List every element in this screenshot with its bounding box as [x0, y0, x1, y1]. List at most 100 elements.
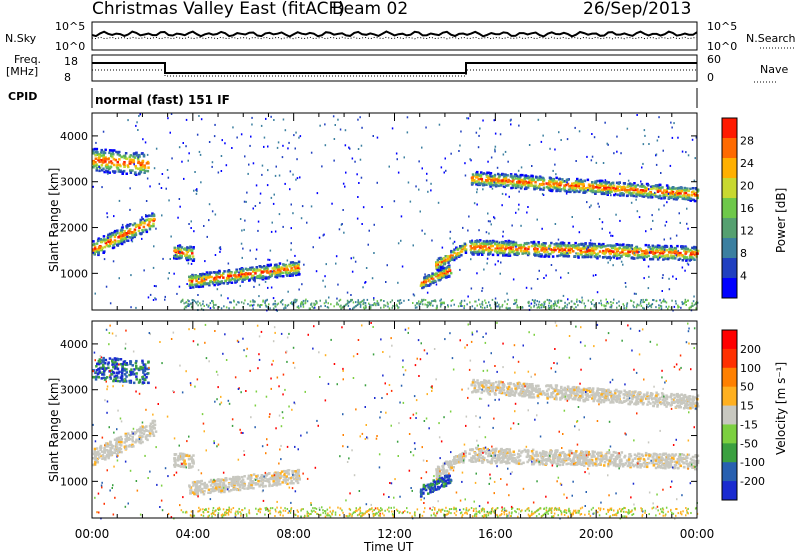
heatmap-cell: [424, 488, 428, 492]
heatmap-cell: [226, 486, 229, 489]
heatmap-cell: [190, 456, 193, 459]
heatmap-cell: [460, 246, 464, 249]
heatmap-cell: [187, 458, 191, 461]
heatmap-cell: [669, 164, 672, 167]
heatmap-cell: [195, 285, 198, 288]
heatmap-cell: [609, 188, 612, 191]
heatmap-cell: [435, 263, 438, 266]
heatmap-cell: [628, 182, 632, 185]
heatmap-cell: [582, 245, 585, 249]
heatmap-cell: [203, 225, 205, 227]
heatmap-cell: [610, 301, 612, 303]
heatmap-cell: [95, 250, 99, 253]
heatmap-cell: [204, 273, 207, 276]
heatmap-cell: [455, 257, 458, 260]
heatmap-cell: [333, 159, 335, 162]
heatmap-cell: [543, 301, 545, 304]
heatmap-cell: [322, 279, 324, 282]
heatmap-cell: [481, 300, 484, 303]
heatmap-cell: [313, 304, 315, 307]
heatmap-cell: [669, 193, 672, 197]
heatmap-cell: [514, 186, 518, 190]
heatmap-cell: [579, 182, 582, 186]
heatmap-cell: [425, 276, 429, 280]
heatmap-cell: [441, 258, 445, 262]
heatmap-cell: [322, 234, 324, 237]
heatmap-cell: [419, 302, 422, 305]
heatmap-cell: [403, 156, 405, 159]
heatmap-cell: [537, 250, 541, 254]
heatmap-cell: [436, 258, 440, 262]
heatmap-cell: [238, 485, 242, 489]
heatmap-cell: [289, 261, 293, 264]
heatmap-cell: [484, 306, 486, 309]
heatmap-cell: [659, 305, 662, 308]
heatmap-cell: [113, 239, 117, 242]
heatmap-cell: [647, 287, 650, 290]
heatmap-cell: [220, 155, 223, 157]
heatmap-cell: [203, 305, 205, 307]
heatmap-cell: [333, 138, 336, 140]
heatmap-cell: [240, 275, 242, 278]
heatmap-cell: [109, 440, 112, 444]
heatmap-cell: [181, 455, 184, 458]
heatmap-cell: [199, 153, 202, 156]
heatmap-cell: [291, 261, 295, 264]
heatmap-cell: [510, 118, 512, 121]
heatmap-cell: [211, 487, 215, 490]
heatmap-cell: [511, 250, 514, 254]
heatmap-cell: [119, 447, 123, 451]
heatmap-cell: [291, 301, 293, 304]
heatmap-cell: [655, 187, 658, 191]
heatmap-cell: [266, 298, 268, 301]
heatmap-cell: [427, 492, 430, 495]
heatmap-cell: [494, 145, 497, 148]
heatmap-cell: [240, 242, 243, 245]
heatmap-cell: [262, 265, 266, 268]
heatmap-cell: [290, 248, 292, 251]
heatmap-cell: [177, 455, 180, 458]
heatmap-cell: [202, 300, 204, 303]
heatmap-cell: [220, 170, 223, 172]
heatmap-cell: [684, 269, 686, 272]
heatmap-cell: [356, 173, 358, 176]
heatmap-cell: [487, 160, 489, 163]
heatmap-cell: [686, 222, 688, 225]
heatmap-cell: [660, 301, 663, 304]
heatmap-cell: [230, 281, 234, 284]
heatmap-cell: [274, 300, 276, 303]
heatmap-cell: [546, 298, 549, 301]
heatmap-cell: [643, 186, 647, 189]
heatmap-cell: [101, 160, 105, 163]
heatmap-cell: [95, 447, 99, 450]
heatmap-cell: [353, 306, 356, 309]
heatmap-cell: [323, 302, 326, 305]
heatmap-cell: [694, 194, 697, 197]
heatmap-cell: [502, 253, 505, 256]
heatmap-cell: [94, 164, 98, 167]
heatmap-cell: [389, 301, 392, 304]
heatmap-cell: [360, 301, 362, 304]
heatmap-cell: [92, 162, 95, 165]
heatmap-cell: [264, 479, 268, 482]
heatmap-cell: [610, 303, 612, 306]
heatmap-cell: [486, 306, 488, 308]
heatmap-cell: [659, 183, 662, 187]
heatmap-cell: [330, 303, 332, 306]
heatmap-cell: [637, 192, 640, 195]
heatmap-cell: [620, 254, 623, 258]
heatmap-cell: [434, 299, 436, 302]
heatmap-cell: [258, 283, 261, 286]
heatmap-cell: [168, 199, 170, 202]
heatmap-cell: [519, 175, 522, 178]
heatmap-cell: [541, 243, 544, 246]
heatmap-cell: [255, 257, 257, 260]
heatmap-cell: [194, 486, 198, 490]
heatmap-cell: [97, 157, 100, 160]
heatmap-cell: [326, 306, 329, 309]
heatmap-cell: [426, 306, 429, 309]
heatmap-cell: [662, 300, 664, 303]
heatmap-cell: [376, 300, 379, 303]
heatmap-cell: [237, 477, 240, 481]
heatmap-cell: [669, 254, 673, 257]
